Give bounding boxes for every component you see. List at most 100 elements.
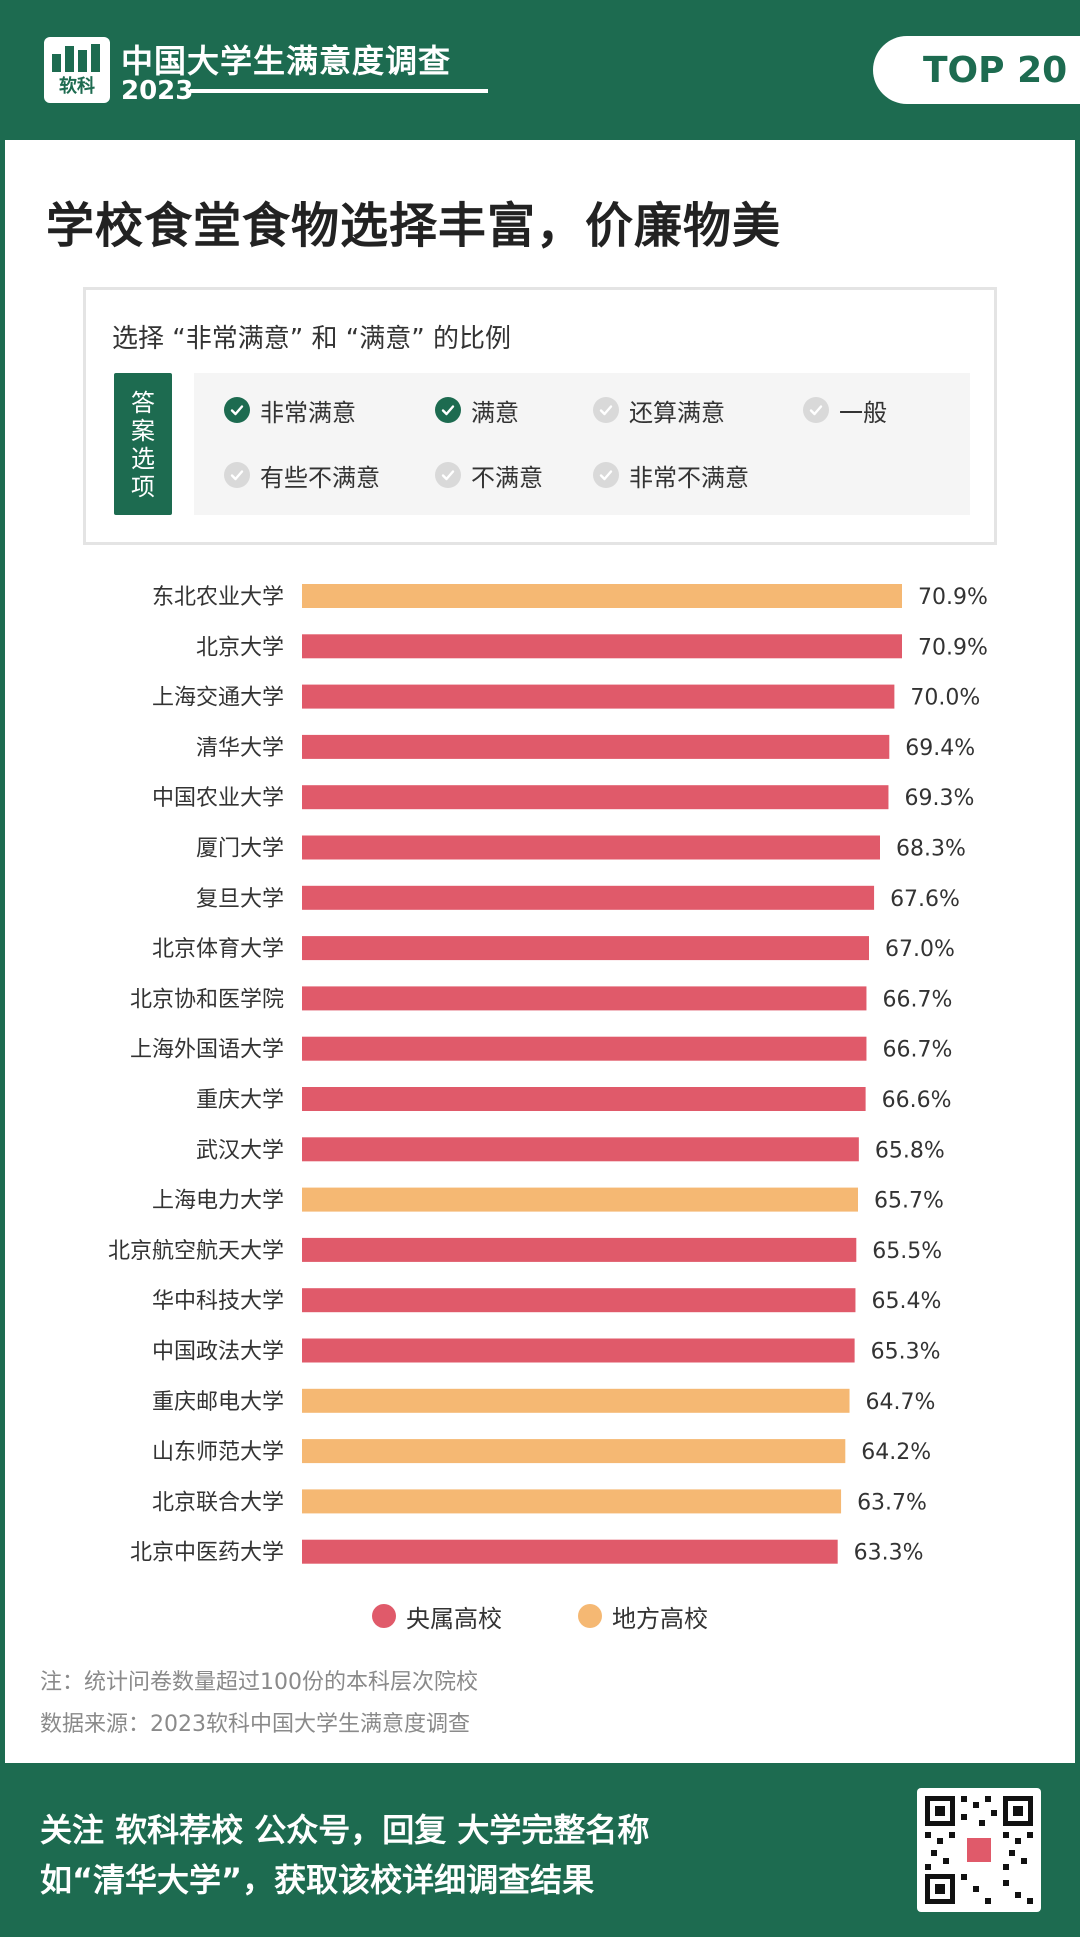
- legend-item-central: 央属高校: [372, 1600, 502, 1633]
- category-label: 北京协和医学院: [130, 987, 284, 1012]
- year-underline: [190, 89, 488, 93]
- option-label: 一般: [839, 398, 887, 427]
- tag-char: 答: [131, 389, 155, 417]
- category-label: 上海电力大学: [152, 1189, 284, 1214]
- checkmark-icon: [593, 397, 619, 423]
- category-label: 北京航空航天大学: [108, 1239, 284, 1264]
- bar-chart: 东北农业大学 70.9% 北京大学 70.9% 上海交通大学 70.0% 清华大学 69.4%…: [108, 584, 988, 1566]
- legend-label: 地方高校: [612, 1604, 708, 1633]
- checkmark-icon: [224, 462, 250, 488]
- bar: [302, 1288, 856, 1313]
- bar: [302, 634, 902, 659]
- footer-bar: 关注 软科荐校 公众号，回复 大学完整名称 如“清华大学”，获取该校详细调查结果: [0, 1763, 1080, 1937]
- category-label: 中国农业大学: [152, 786, 284, 811]
- value-label: 63.3%: [854, 1541, 924, 1566]
- top-badge-label: TOP 20: [923, 50, 1068, 91]
- bar: [302, 1036, 867, 1061]
- category-label: 山东师范大学: [152, 1440, 284, 1465]
- checkmark-icon: [593, 462, 619, 488]
- bar: [302, 1489, 842, 1514]
- value-label: 67.6%: [890, 887, 960, 912]
- category-label: 中国政法大学: [152, 1340, 284, 1365]
- bar: [302, 684, 895, 709]
- checkmark-icon: [224, 397, 250, 423]
- value-label: 69.3%: [904, 786, 974, 811]
- checkmark-icon: [803, 397, 829, 423]
- answer-options-tag: 答 案 选 项: [114, 373, 172, 515]
- value-label: 66.7%: [882, 1038, 952, 1063]
- category-label: 华中科技大学: [152, 1289, 284, 1314]
- value-label: 65.4%: [871, 1289, 941, 1314]
- value-label: 64.2%: [861, 1440, 931, 1465]
- frame-left: [0, 140, 5, 1763]
- bar: [302, 1338, 855, 1363]
- value-label: 70.0%: [910, 686, 980, 711]
- value-label: 65.7%: [874, 1189, 944, 1214]
- panel-title: 选择 “非常满意” 和 “满意” 的比例: [112, 324, 511, 354]
- value-label: 68.3%: [896, 837, 966, 862]
- category-label: 北京大学: [196, 635, 284, 660]
- option-item: 不满意: [435, 455, 543, 495]
- legend-label: 央属高校: [406, 1604, 502, 1633]
- option-item: 非常满意: [224, 390, 356, 430]
- bar: [302, 1237, 857, 1262]
- category-label: 复旦大学: [196, 887, 284, 912]
- option-label: 有些不满意: [260, 463, 380, 492]
- category-label: 上海外国语大学: [130, 1038, 284, 1063]
- page-title: 学校食堂食物选择丰富，价廉物美: [46, 198, 782, 254]
- category-label: 北京联合大学: [152, 1490, 284, 1515]
- footer-line-1: 关注 软科荐校 公众号，回复 大学完整名称: [40, 1811, 650, 1849]
- option-item: 还算满意: [593, 390, 725, 430]
- value-label: 65.3%: [871, 1340, 941, 1365]
- category-label: 重庆大学: [196, 1088, 284, 1113]
- category-label: 武汉大学: [196, 1138, 284, 1163]
- option-item: 非常不满意: [593, 455, 749, 495]
- value-label: 64.7%: [866, 1390, 936, 1415]
- qr-code-icon: [925, 1796, 1033, 1904]
- bar: [302, 1388, 850, 1413]
- tag-char: 项: [131, 473, 155, 501]
- frame-right: [1075, 140, 1080, 1763]
- bar: [302, 1439, 846, 1464]
- tag-char: 案: [131, 417, 155, 445]
- value-label: 66.7%: [882, 987, 952, 1012]
- bar: [302, 885, 875, 910]
- category-label: 东北农业大学: [152, 585, 284, 610]
- footnote: 注：统计问卷数量超过100份的本科层次院校: [40, 1670, 478, 1695]
- category-label: 北京中医药大学: [130, 1541, 284, 1566]
- option-label: 非常满意: [260, 398, 356, 427]
- bar: [302, 734, 890, 759]
- value-label: 65.8%: [875, 1138, 945, 1163]
- value-label: 67.0%: [885, 937, 955, 962]
- category-label: 北京体育大学: [152, 937, 284, 962]
- survey-year: 2023: [121, 76, 194, 106]
- qr-code[interactable]: [917, 1788, 1041, 1912]
- value-label: 65.5%: [872, 1239, 942, 1264]
- category-label: 重庆邮电大学: [152, 1390, 284, 1415]
- option-item: 满意: [435, 390, 519, 430]
- option-label: 不满意: [471, 463, 543, 492]
- tag-char: 选: [131, 445, 155, 473]
- survey-title: 中国大学生满意度调查: [121, 42, 452, 80]
- answer-options-panel: 选择 “非常满意” 和 “满意” 的比例 答 案 选 项 非常满意 满意 还算满…: [83, 287, 997, 545]
- checkmark-icon: [435, 462, 461, 488]
- bar: [302, 1087, 866, 1111]
- option-label: 非常不满意: [629, 463, 749, 492]
- bar: [302, 1137, 859, 1162]
- value-label: 66.6%: [882, 1088, 952, 1113]
- checkmark-icon: [435, 397, 461, 423]
- bar: [302, 785, 889, 810]
- header-bar: 软科 中国大学生满意度调查 2023 TOP 20: [0, 0, 1080, 140]
- bar: [302, 986, 867, 1011]
- option-label: 还算满意: [629, 398, 725, 427]
- category-label: 清华大学: [196, 736, 284, 761]
- option-label: 满意: [471, 398, 519, 427]
- option-item: 一般: [803, 390, 887, 430]
- value-label: 69.4%: [905, 736, 975, 761]
- legend-item-local: 地方高校: [578, 1600, 708, 1633]
- bar: [302, 835, 880, 860]
- bar: [302, 1187, 858, 1212]
- bar-chart-icon: [52, 44, 100, 72]
- legend-dot: [372, 1604, 396, 1628]
- top-badge: TOP 20: [873, 36, 1080, 104]
